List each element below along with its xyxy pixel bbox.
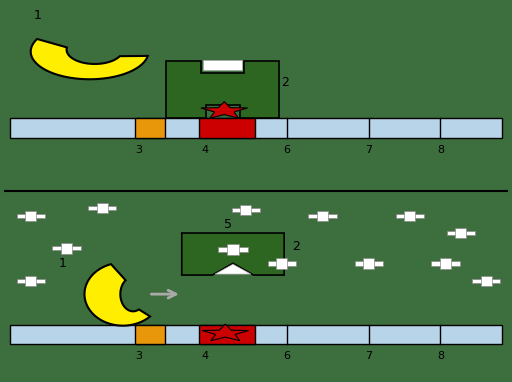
Polygon shape: [182, 233, 284, 275]
Bar: [135, 118, 165, 138]
Text: 4: 4: [201, 351, 208, 361]
Bar: [203, 60, 242, 70]
Bar: [455, 228, 466, 238]
Bar: [446, 231, 475, 235]
Bar: [135, 325, 165, 344]
Bar: [97, 203, 108, 214]
Bar: [317, 210, 328, 221]
Text: 5: 5: [224, 218, 232, 231]
Bar: [276, 258, 287, 269]
Polygon shape: [202, 324, 249, 341]
Bar: [268, 261, 296, 266]
Bar: [396, 214, 424, 218]
Bar: [10, 325, 502, 344]
Bar: [354, 261, 383, 266]
Bar: [240, 205, 251, 215]
Bar: [218, 247, 248, 251]
Bar: [472, 279, 501, 283]
Text: 1: 1: [33, 9, 41, 22]
Bar: [481, 275, 492, 286]
Bar: [53, 246, 81, 251]
Text: 2: 2: [292, 240, 300, 253]
Bar: [16, 279, 45, 283]
Bar: [431, 261, 460, 266]
Text: 8: 8: [437, 351, 444, 361]
Bar: [16, 214, 45, 218]
Bar: [308, 214, 337, 218]
Bar: [199, 118, 255, 138]
Bar: [363, 258, 374, 269]
Polygon shape: [166, 61, 279, 118]
Text: 7: 7: [365, 145, 372, 155]
Text: 6: 6: [283, 351, 290, 361]
Polygon shape: [215, 264, 251, 274]
Bar: [25, 275, 36, 286]
Text: 7: 7: [365, 351, 372, 361]
Bar: [231, 208, 260, 212]
Text: 3: 3: [135, 145, 142, 155]
Text: 4: 4: [201, 145, 208, 155]
Bar: [404, 210, 415, 221]
Bar: [227, 244, 239, 255]
Bar: [25, 210, 36, 221]
Text: 6: 6: [283, 145, 290, 155]
Bar: [61, 243, 72, 254]
Bar: [199, 325, 255, 344]
Polygon shape: [84, 264, 150, 325]
Text: 8: 8: [437, 145, 444, 155]
Polygon shape: [201, 102, 248, 118]
Bar: [89, 206, 117, 210]
Bar: [10, 118, 502, 138]
Text: 1: 1: [59, 257, 67, 270]
Bar: [440, 258, 451, 269]
Text: 2: 2: [282, 76, 289, 89]
Text: 3: 3: [135, 351, 142, 361]
Polygon shape: [31, 39, 148, 79]
